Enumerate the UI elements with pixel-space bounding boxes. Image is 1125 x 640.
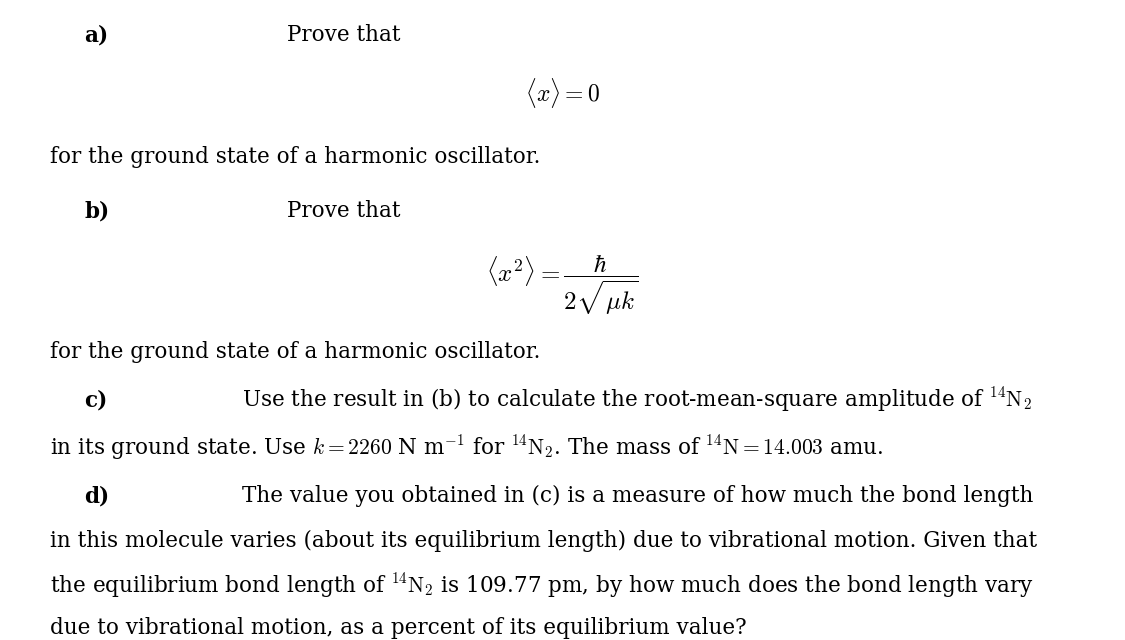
Text: Prove that: Prove that [287,200,400,222]
Text: $\langle x^2 \rangle = \dfrac{\hbar}{2\sqrt{\mu k}}$: $\langle x^2 \rangle = \dfrac{\hbar}{2\s… [486,253,639,317]
Text: $\langle x \rangle = 0$: $\langle x \rangle = 0$ [525,76,600,110]
Text: c): c) [84,389,108,411]
Text: in its ground state. Use $k = 2260$ N m$^{-1}$ for $^{14}\mathrm{N}_2$. The mass: in its ground state. Use $k = 2260$ N m$… [50,434,883,462]
Text: Use the result in (b) to calculate the root-mean-square amplitude of $^{14}\math: Use the result in (b) to calculate the r… [242,386,1032,414]
Text: The value you obtained in (c) is a measure of how much the bond length: The value you obtained in (c) is a measu… [242,485,1033,507]
Text: a): a) [84,24,108,46]
Text: in this molecule varies (about its equilibrium length) due to vibrational motion: in this molecule varies (about its equil… [50,530,1036,552]
Text: Prove that: Prove that [287,24,400,46]
Text: the equilibrium bond length of $^{14}\mathrm{N}_2$ is 109.77 pm, by how much doe: the equilibrium bond length of $^{14}\ma… [50,572,1033,600]
Text: for the ground state of a harmonic oscillator.: for the ground state of a harmonic oscil… [50,341,540,363]
Text: for the ground state of a harmonic oscillator.: for the ground state of a harmonic oscil… [50,146,540,168]
Text: due to vibrational motion, as a percent of its equilibrium value?: due to vibrational motion, as a percent … [50,618,746,639]
Text: b): b) [84,200,109,222]
Text: d): d) [84,485,109,507]
